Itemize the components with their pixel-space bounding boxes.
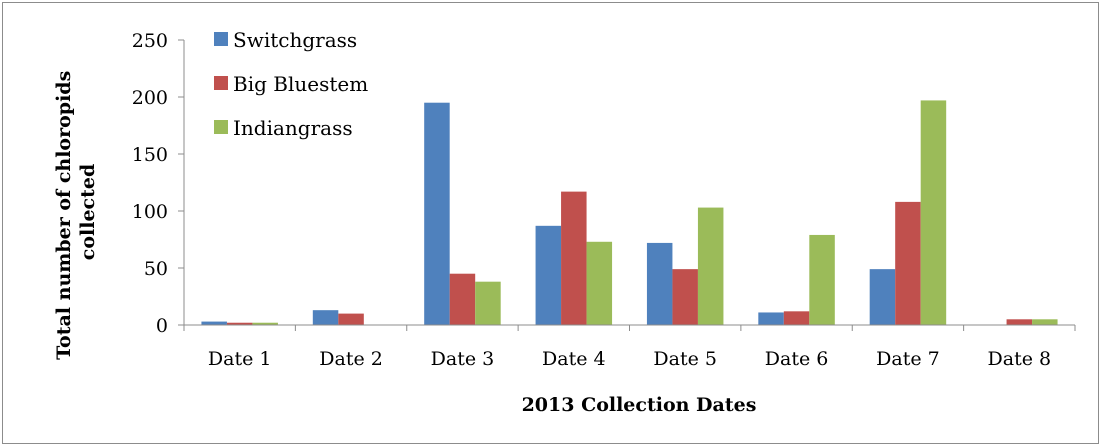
bar-indiangrass — [586, 241, 613, 325]
bar-switchgrass — [424, 102, 450, 325]
y-tick-label: 150 — [132, 144, 168, 166]
x-axis-title: 2013 Collection Dates — [522, 394, 757, 416]
bar-switchgrass — [312, 310, 339, 325]
bar-big-bluestem — [895, 201, 921, 325]
bar-big-bluestem — [449, 273, 476, 325]
y-axis-title-line2: collected — [77, 164, 99, 260]
bars — [201, 100, 1058, 325]
bar-big-bluestem — [783, 311, 810, 325]
x-tick-label: Date 4 — [542, 348, 606, 370]
bar-indiangrass — [697, 207, 724, 325]
legend-swatch — [214, 76, 228, 90]
bar-switchgrass — [201, 321, 227, 325]
bar-big-bluestem — [672, 269, 698, 325]
legend-label: Indiangrass — [233, 116, 353, 140]
bar-switchgrass — [646, 242, 673, 325]
y-tick-label: 0 — [156, 315, 168, 337]
bar-indiangrass — [252, 322, 278, 325]
x-tick-label: Date 8 — [988, 348, 1052, 370]
y-axis-title-line1: Total number of chloropids — [53, 71, 75, 360]
y-tick-label: 250 — [132, 30, 168, 52]
legend-label: Switchgrass — [233, 28, 357, 52]
legend-label: Big Bluestem — [233, 72, 368, 96]
legend-swatch — [214, 32, 228, 46]
y-axis-title: Total number of chloropids collected — [53, 64, 99, 360]
y-tick-label: 50 — [144, 258, 168, 280]
bar-indiangrass — [920, 100, 947, 325]
bar-switchgrass — [535, 225, 562, 325]
y-tick-label: 200 — [132, 87, 168, 109]
y-tick-label: 100 — [132, 201, 168, 223]
bar-switchgrass — [869, 269, 896, 325]
x-tick-label: Date 2 — [319, 348, 383, 370]
x-tick-label: Date 3 — [431, 348, 495, 370]
x-tick-label: Date 7 — [876, 348, 940, 370]
bar-indiangrass — [809, 234, 835, 325]
x-tick-label: Date 5 — [653, 348, 717, 370]
bar-indiangrass — [1032, 319, 1058, 325]
legend-swatch — [214, 120, 228, 134]
bar-big-bluestem — [338, 313, 364, 325]
bar-indiangrass — [475, 281, 501, 325]
legend: Switchgrass Big Bluestem Indiangrass — [214, 28, 368, 140]
bar-big-bluestem — [561, 191, 587, 325]
bar-big-bluestem — [1006, 319, 1033, 325]
bar-switchgrass — [758, 312, 784, 325]
y-axis-ticks: 0 50 100 150 200 250 — [132, 30, 184, 337]
x-axis-ticks: Date 1 Date 2 Date 3 Date 4 Date 5 Date 6 Date… — [183, 325, 1076, 370]
bar-big-bluestem — [226, 322, 253, 325]
x-tick-label: Date 6 — [765, 348, 829, 370]
x-tick-label: Date 1 — [208, 348, 272, 370]
